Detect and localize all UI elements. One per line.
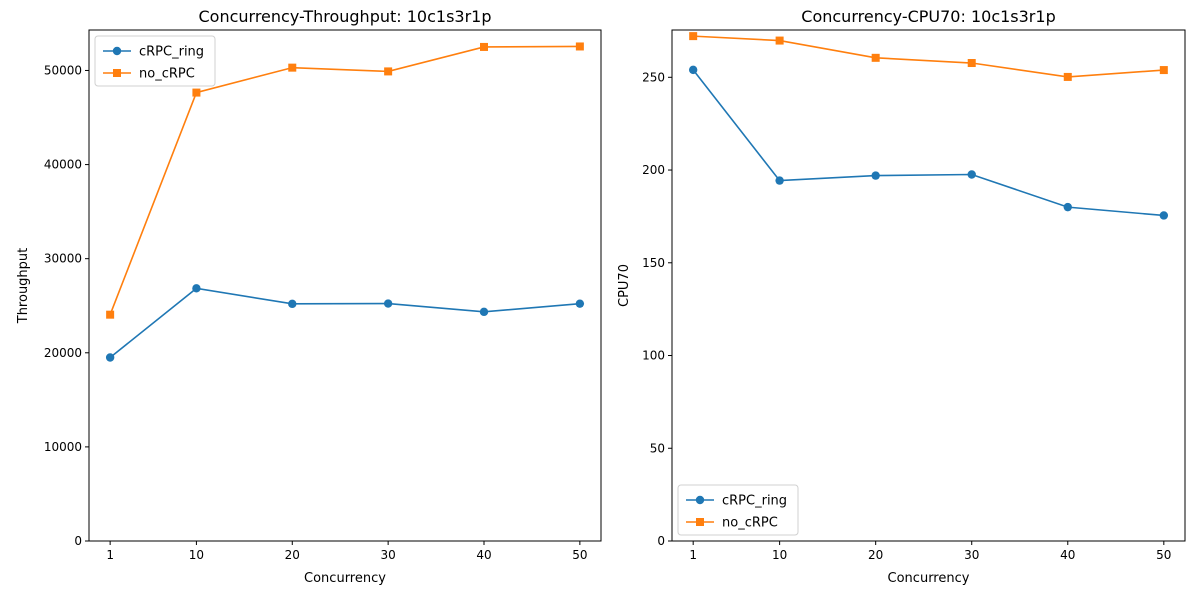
legend-label: cRPC_ring: [139, 45, 204, 60]
data-point: [575, 42, 584, 51]
data-point: [384, 67, 393, 76]
legend-marker: [112, 46, 122, 56]
legend-marker: [696, 518, 704, 526]
series-line: [109, 287, 580, 359]
data-point: [575, 299, 585, 308]
x-tick-label: 40: [1060, 548, 1075, 562]
legend: cRPC_ring no_cRPC: [94, 35, 216, 87]
x-tick-label: 10: [772, 548, 787, 562]
data-point: [1063, 202, 1072, 212]
x-axis-label: Concurrency: [888, 571, 970, 586]
data-point: [192, 284, 201, 293]
data-point: [967, 170, 976, 179]
data-point: [1063, 72, 1072, 81]
legend-label: no_cRPC: [139, 67, 195, 82]
data-point: [967, 59, 976, 68]
x-tick-label: 30: [380, 548, 395, 562]
data-point: [689, 32, 698, 41]
data-point: [775, 176, 784, 185]
x-tick-label: 10: [189, 548, 204, 562]
series-no_cRPC: [106, 42, 584, 319]
x-tick-label: 30: [964, 548, 979, 562]
data-point: [288, 63, 297, 72]
data-point: [105, 353, 115, 362]
series-line: [693, 35, 1164, 78]
data-point: [1159, 66, 1168, 75]
series-cRPC_ring: [688, 65, 1169, 220]
x-tick-label: 20: [868, 548, 883, 562]
chart-title: Concurrency-CPU70: 10c1s3r1p: [801, 7, 1055, 26]
x-tick-label: 50: [572, 548, 587, 562]
y-tick-label: 250: [642, 70, 665, 84]
y-tick-label: 50: [650, 441, 665, 455]
data-point: [480, 42, 489, 51]
y-axis-label: Throughput: [16, 248, 31, 325]
data-point: [192, 88, 201, 97]
data-point: [688, 65, 698, 75]
legend-label: cRPC_ring: [722, 494, 787, 509]
series-line: [109, 45, 580, 315]
x-tick-label: 50: [1156, 548, 1171, 562]
series-cRPC_ring: [105, 284, 585, 362]
x-tick-label: 1: [106, 548, 114, 562]
data-point: [383, 299, 393, 308]
data-point: [871, 53, 880, 62]
series-line: [692, 69, 1164, 217]
y-tick-label: 200: [642, 163, 665, 177]
data-point: [288, 299, 297, 309]
y-tick-label: 10000: [44, 440, 82, 454]
data-point: [1159, 211, 1169, 220]
axes-frame: [88, 29, 602, 542]
y-tick-label: 30000: [44, 252, 82, 266]
data-point: [106, 310, 115, 319]
y-tick-label: 0: [74, 534, 82, 548]
x-axis-label: Concurrency: [304, 571, 386, 586]
axes-frame: [671, 29, 1186, 542]
x-tick-label: 40: [476, 548, 491, 562]
chart-panel-2: Concurrency-CPU70: 10c1s3r1p 1 10 20 30 40 50 0…: [617, 7, 1186, 586]
chart-title: Concurrency-Throughput: 10c1s3r1p: [198, 7, 491, 26]
series-no_cRPC: [689, 32, 1168, 81]
data-point: [479, 307, 489, 317]
y-tick-label: 50000: [44, 63, 82, 77]
y-tick-label: 40000: [44, 158, 82, 172]
legend: cRPC_ring no_cRPC: [677, 484, 799, 536]
chart-panel-1: Concurrency-Throughput: 10c1s3r1p 1 10 20 30…: [16, 7, 602, 586]
legend-marker: [113, 69, 121, 77]
y-tick-label: 150: [642, 256, 665, 270]
y-axis-label: CPU70: [617, 264, 632, 307]
legend-label: no_cRPC: [722, 516, 778, 531]
y-tick-label: 20000: [44, 346, 82, 360]
y-tick-label: 0: [657, 534, 665, 548]
y-tick-label: 100: [642, 349, 665, 363]
legend-marker: [695, 495, 705, 505]
x-tick-label: 1: [689, 548, 697, 562]
data-point: [775, 36, 784, 45]
x-tick-label: 20: [285, 548, 300, 562]
data-point: [871, 171, 880, 180]
